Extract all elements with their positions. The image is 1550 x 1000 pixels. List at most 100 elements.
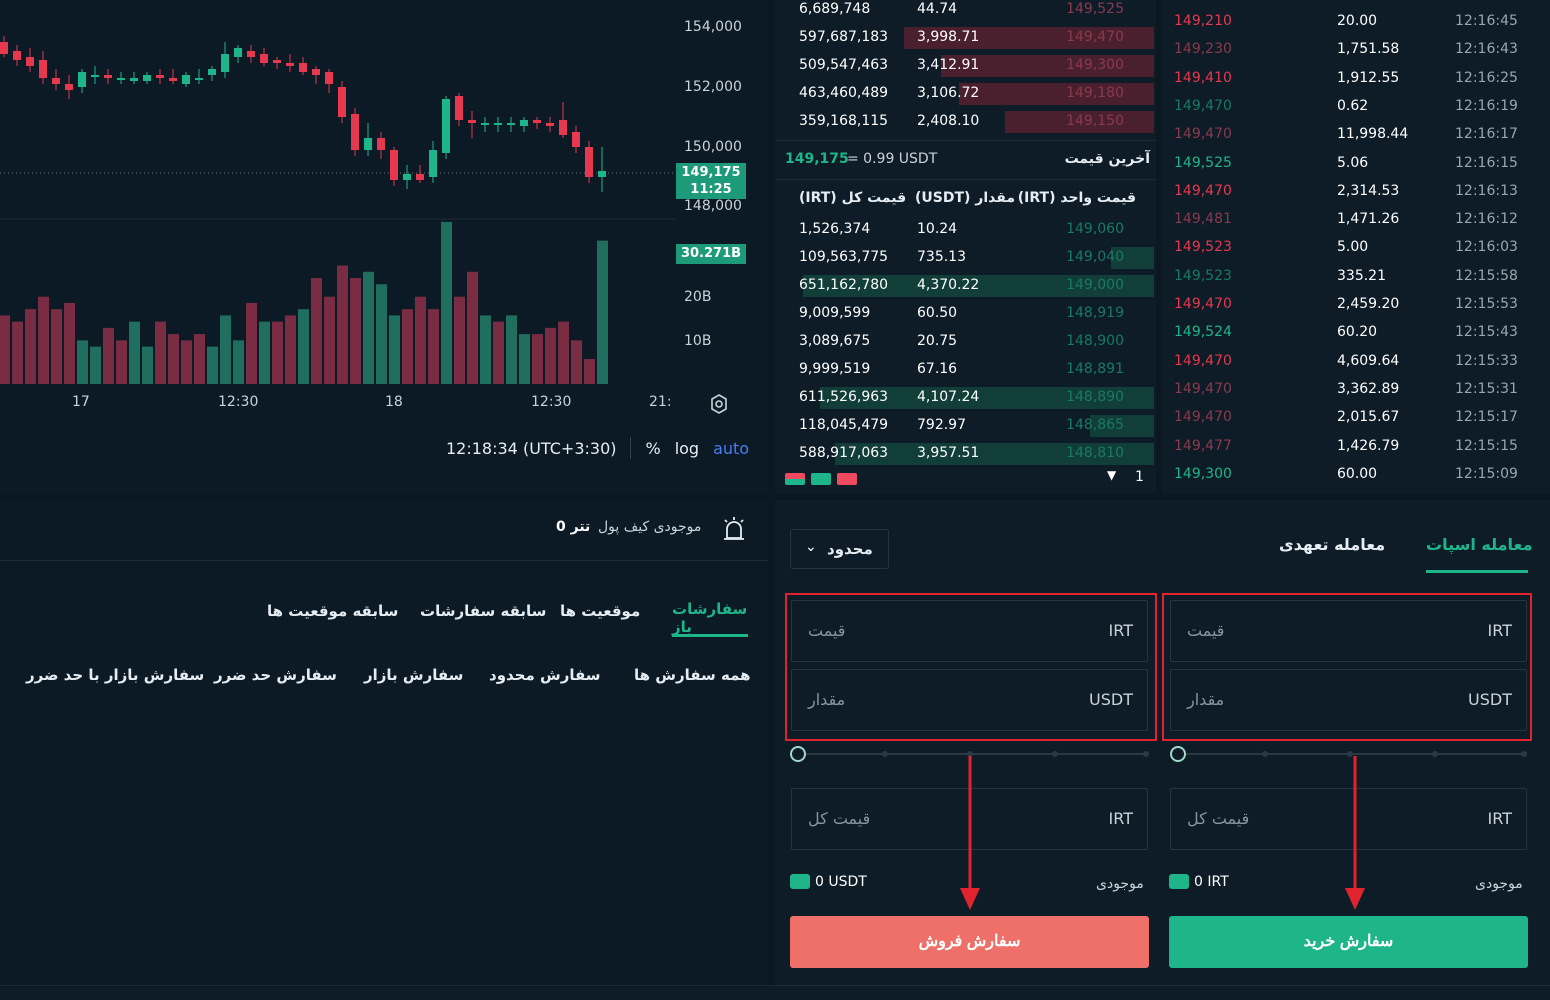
both-sides-view-icon[interactable] [785, 473, 805, 485]
alarm-icon[interactable] [722, 516, 746, 542]
ask-row[interactable]: 597,687,183 3,998.71 149,470 [775, 24, 1156, 52]
trade-amount: 2,314.53 [1337, 182, 1400, 199]
bid-price: 148,919 [1066, 305, 1124, 321]
volume-bar [285, 315, 296, 384]
bid-amount: 4,370.22 [917, 277, 980, 293]
chart-footer: 12:18:34 (UTC+3:30) % log auto [446, 436, 749, 460]
order-type-value: محدود [827, 540, 873, 558]
bid-row[interactable]: 588,917,063 3,957.51 148,810 [775, 440, 1156, 468]
ask-row[interactable]: 359,168,115 2,408.10 149,150 [775, 108, 1156, 136]
ask-row[interactable]: 509,547,463 3,412.91 149,300 [775, 52, 1156, 80]
trade-price: 149,481 [1174, 211, 1232, 228]
sell-annotation-arrow [960, 756, 980, 910]
slider-handle[interactable] [1170, 746, 1186, 762]
candle-body [442, 99, 450, 153]
tab-position-history[interactable]: سابقه موقعیت ها [267, 602, 399, 620]
slider-step [1052, 751, 1058, 757]
buy-amount-slider[interactable] [1170, 746, 1527, 762]
volume-bar [545, 327, 556, 384]
sell-amount-slider[interactable] [790, 746, 1149, 762]
bid-price: 149,000 [1066, 277, 1124, 293]
filter-market-stop-orders[interactable]: سفارش بازار با حد ضرر [26, 666, 205, 684]
depth-bar [1111, 247, 1154, 269]
asks-only-view-icon[interactable] [837, 473, 857, 485]
depth-bar [958, 83, 1154, 105]
trade-amount: 5.00 [1337, 239, 1369, 256]
trade-time: 12:15:09 [1455, 465, 1518, 482]
sell-price-field[interactable]: قیمت IRT [791, 600, 1148, 662]
percent-scale-button[interactable]: % [645, 438, 661, 458]
trade-row: 149,410 1,912.55 12:16:25 [1162, 65, 1550, 93]
price-chart-panel[interactable]: 154,000 152,000 150,000 148,000 149,175 … [0, 0, 768, 493]
volume-bar [493, 321, 504, 384]
bid-row[interactable]: 109,563,775 735.13 149,040 [775, 244, 1156, 272]
slider-handle[interactable] [790, 746, 806, 762]
auto-scale-button[interactable]: auto [713, 438, 750, 458]
candle-body [65, 84, 73, 90]
volume-bar [350, 278, 361, 384]
price-axis-label: 150,000 [684, 139, 742, 155]
bid-row[interactable]: 611,526,963 4,107.24 148,890 [775, 384, 1156, 412]
buy-order-button[interactable]: سفارش خرید [1169, 916, 1528, 968]
candlestick-chart[interactable] [0, 0, 768, 420]
buy-price-field[interactable]: قیمت IRT [1170, 600, 1527, 662]
settings-gear-icon[interactable] [709, 394, 729, 414]
trade-time: 12:16:17 [1455, 126, 1518, 143]
bid-price: 149,060 [1066, 221, 1124, 237]
trade-price: 149,524 [1174, 324, 1232, 341]
candle-body [78, 72, 86, 87]
ask-row[interactable]: 6,689,748 44.74 149,525 [775, 0, 1156, 24]
filter-stop-loss-orders[interactable]: سفارش حد ضرر [214, 666, 337, 684]
volume-bar [116, 340, 127, 384]
trade-price: 149,470 [1174, 296, 1232, 312]
ask-total: 597,687,183 [799, 29, 889, 45]
candle-body [234, 48, 242, 57]
last-price-label: آخرین قیمت [1064, 151, 1150, 167]
bid-row[interactable]: 9,999,519 67.16 148,891 [775, 356, 1156, 384]
ask-row[interactable]: 463,460,489 3,106.72 149,180 [775, 80, 1156, 108]
volume-bar [480, 315, 491, 384]
log-scale-button[interactable]: log [674, 438, 700, 458]
filter-market-orders[interactable]: سفارش بازار [364, 666, 464, 684]
candle-body [143, 75, 151, 81]
filter-limit-orders[interactable]: سفارش محدود [489, 666, 601, 684]
candle-body [507, 123, 515, 125]
tab-order-history[interactable]: سابقه سفارشات [420, 602, 547, 620]
buy-total-field[interactable]: قیمت کل IRT [1170, 788, 1527, 850]
candle-body [546, 123, 554, 126]
ask-price: 149,180 [1066, 85, 1124, 101]
depth-bar [940, 55, 1154, 77]
bid-row[interactable]: 651,162,780 4,370.22 149,000 [775, 272, 1156, 300]
sell-amount-field[interactable]: مقدار USDT [791, 669, 1148, 731]
filter-all-orders[interactable]: همه سفارش ها [634, 666, 751, 684]
buy-amount-field[interactable]: مقدار USDT [1170, 669, 1527, 731]
tab-spot[interactable]: معامله اسپات [1426, 535, 1533, 554]
bid-total: 9,999,519 [799, 361, 871, 377]
bids-only-view-icon[interactable] [811, 473, 831, 485]
candle-body [325, 72, 333, 84]
slider-step [1262, 751, 1268, 757]
grouping-value[interactable]: 1 [1135, 469, 1144, 485]
buy-amount-unit: USDT [1468, 690, 1512, 709]
bid-row[interactable]: 9,009,599 60.50 148,919 [775, 300, 1156, 328]
candle-body [273, 60, 281, 63]
caret-down-icon[interactable]: ▼ [1107, 468, 1117, 482]
bid-row[interactable]: 1,526,374 10.24 149,060 [775, 216, 1156, 244]
tab-open-orders[interactable]: سفارشات باز [672, 600, 748, 636]
time-axis-label: 12:30 [531, 394, 572, 410]
bid-price: 149,040 [1066, 249, 1124, 265]
depth-bar [1090, 415, 1154, 437]
bid-row[interactable]: 118,045,479 792.97 148,865 [775, 412, 1156, 440]
order-book-header: (IRT) قیمت کل (USDT) مقدار (IRT) قیمت وا… [775, 190, 1156, 214]
order-type-select[interactable]: ⌄ محدود [790, 529, 889, 569]
bid-amount: 20.75 [917, 333, 958, 349]
bid-row[interactable]: 3,089,675 20.75 148,900 [775, 328, 1156, 356]
tab-positions[interactable]: موقعیت ها [560, 602, 641, 620]
orders-panel: موجودی کیف پول 0 تتر سفارشات باز موقعیت … [0, 500, 768, 985]
sell-order-button[interactable]: سفارش فروش [790, 916, 1149, 968]
candle-body [299, 63, 307, 72]
tab-futures[interactable]: معامله تعهدی [1279, 535, 1386, 554]
volume-bar [103, 327, 114, 384]
trade-time: 12:16:25 [1455, 69, 1518, 86]
volume-bar [597, 240, 608, 384]
